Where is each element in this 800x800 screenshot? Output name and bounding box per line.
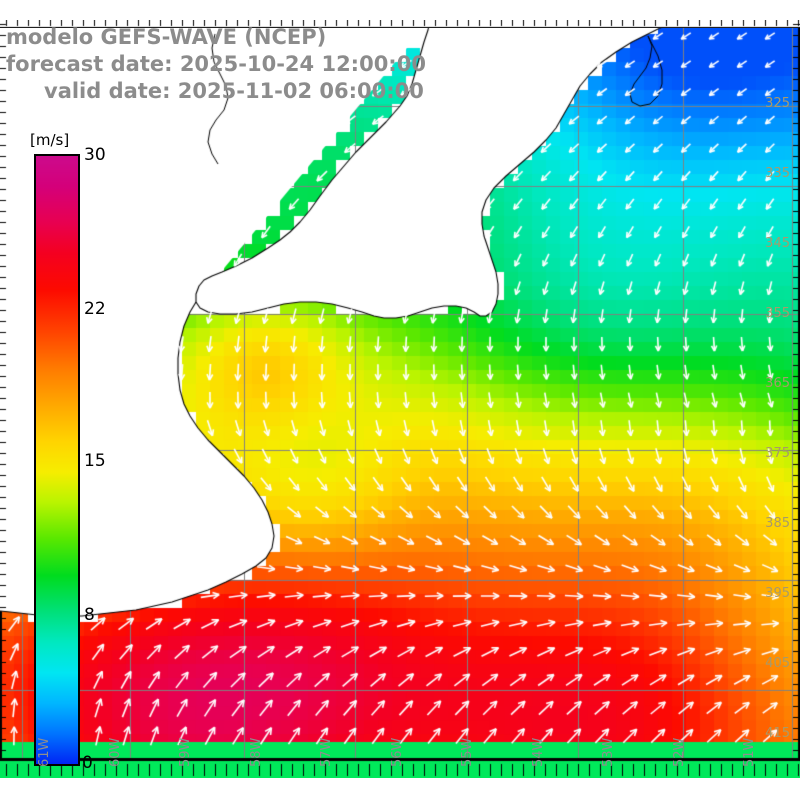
colorbar-tick-8: 8 (84, 605, 95, 625)
longitude-label-56W: 56W (389, 737, 405, 767)
colorbar-tick-0: 0 (82, 753, 93, 773)
latitude-label-405: 405 (765, 656, 790, 671)
longitude-label-61W: 61W (37, 737, 52, 767)
latitude-label-325: 325 (765, 96, 790, 111)
longitude-label-60W: 60W (107, 737, 123, 767)
latitude-label-385: 385 (765, 516, 790, 531)
latitude-label-395: 395 (765, 586, 790, 601)
colorbar-tick-30: 30 (84, 145, 106, 165)
longitude-label-54W: 54W (530, 737, 546, 767)
longitude-label-59W: 59W (178, 737, 193, 767)
longitude-label-55W: 55W (460, 737, 475, 767)
longitude-label-52W: 52W (671, 737, 687, 767)
top-axis-ticks (0, 20, 800, 28)
colorbar-tick-15: 15 (84, 451, 106, 471)
latitude-label-415: 415 (765, 726, 790, 741)
map-plot-area[interactable] (0, 20, 800, 760)
colorbar-tick-22: 22 (84, 299, 106, 319)
colorbar-unit-label: [m/s] (30, 131, 70, 149)
left-axis-ticks (0, 20, 8, 760)
right-axis-ticks (792, 20, 800, 760)
wind-direction-arrows (0, 20, 800, 760)
colorbar-gradient (34, 154, 80, 766)
latitude-label-355: 355 (765, 306, 790, 321)
longitude-label-53W: 53W (601, 737, 616, 767)
longitude-label-51W: 51W (742, 737, 757, 767)
latitude-label-335: 335 (765, 166, 790, 181)
latitude-label-365: 365 (765, 376, 790, 391)
longitude-label-57W: 57W (319, 737, 334, 767)
longitude-label-58W: 58W (248, 737, 264, 767)
latitude-label-375: 375 (765, 446, 790, 461)
bottom-axis-ticks (0, 760, 800, 778)
latitude-label-345: 345 (765, 236, 790, 251)
